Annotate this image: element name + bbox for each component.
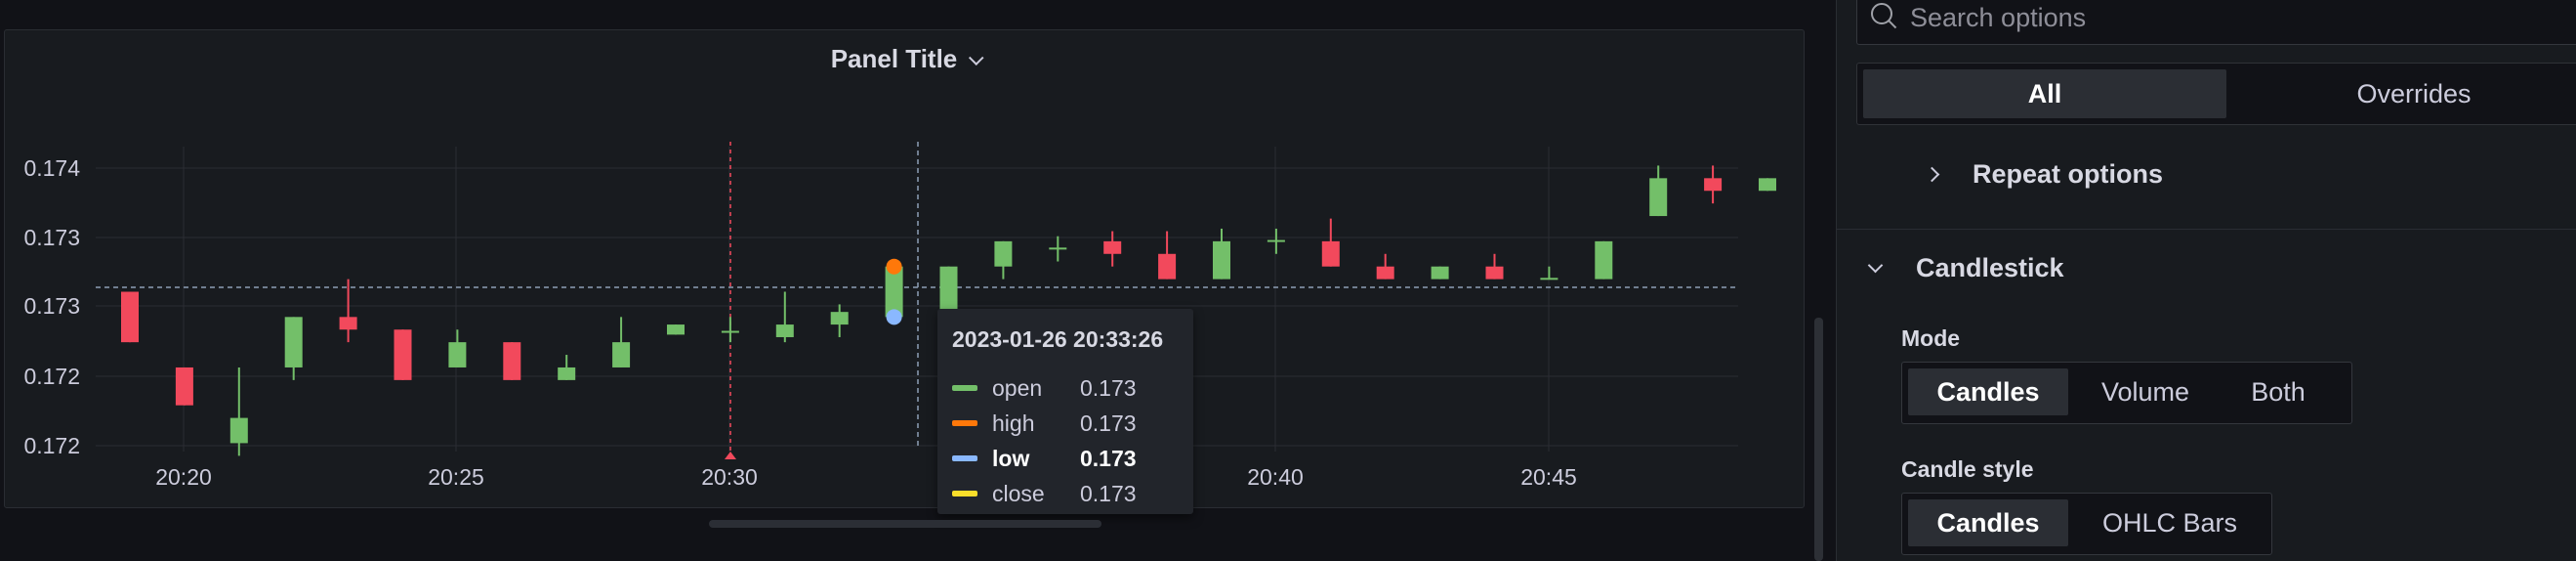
candle-up bbox=[830, 312, 849, 325]
x-tick-label: 20:25 bbox=[428, 464, 484, 490]
candle-down bbox=[175, 367, 193, 406]
candle-style-option-ohlc[interactable]: OHLC Bars bbox=[2101, 507, 2238, 538]
candle-up bbox=[558, 367, 576, 380]
annotation-marker bbox=[725, 452, 736, 459]
candle-down bbox=[394, 329, 412, 380]
low-point-marker bbox=[886, 309, 902, 325]
horizontal-scrollbar[interactable] bbox=[709, 520, 1101, 528]
panel-title-text: Panel Title bbox=[830, 44, 958, 73]
candle-up bbox=[939, 266, 958, 318]
tooltip-value: 0.173 bbox=[1080, 480, 1137, 506]
chevron-right-icon bbox=[1924, 166, 1940, 182]
search-icon bbox=[1871, 3, 1892, 24]
chart-panel: Panel Title bbox=[4, 29, 1805, 508]
high-point-marker bbox=[886, 258, 902, 275]
candle-up bbox=[1213, 240, 1230, 280]
tooltip-value: 0.173 bbox=[1080, 374, 1137, 401]
search-input[interactable] bbox=[1908, 0, 2576, 38]
options-tabs: All Overrides bbox=[1856, 63, 2576, 125]
high-swatch bbox=[952, 420, 977, 426]
tooltip-label: close bbox=[992, 480, 1045, 506]
x-tick-label: 20:45 bbox=[1520, 464, 1577, 490]
tooltip-row-high: high 0.173 bbox=[952, 409, 1137, 438]
close-swatch bbox=[952, 491, 977, 496]
candle-up bbox=[1540, 278, 1558, 280]
low-swatch bbox=[952, 455, 977, 461]
candle-up bbox=[612, 342, 631, 367]
tooltip-label: open bbox=[992, 374, 1043, 401]
tooltip-time: 2023-01-26 20:33:26 bbox=[952, 326, 1164, 352]
options-pane: All Overrides Repeat options Candlestick… bbox=[1836, 0, 2576, 561]
candle-down bbox=[1103, 240, 1122, 254]
candle-up bbox=[721, 330, 739, 333]
candle-down bbox=[1704, 178, 1723, 192]
repeat-options-title: Repeat options bbox=[1973, 158, 2164, 189]
candle-up bbox=[1649, 178, 1668, 217]
mode-option-candles[interactable]: Candles bbox=[1908, 368, 2068, 415]
candle-up bbox=[1267, 239, 1285, 242]
tooltip-row-close: close 0.173 bbox=[952, 479, 1137, 508]
x-tick-label: 20:40 bbox=[1247, 464, 1304, 490]
candlestick-chart[interactable]: 0.174 0.173 0.173 0.172 0.172 20:20 20:25 20:30… bbox=[0, 0, 1816, 547]
candlestick-title: Candlestick bbox=[1916, 252, 2064, 282]
candle-up bbox=[284, 317, 303, 367]
candle-hovered bbox=[885, 266, 903, 318]
candle-up bbox=[775, 324, 794, 337]
candle-up bbox=[1431, 266, 1449, 280]
candle-up bbox=[229, 417, 248, 444]
candle-style-radio-group: Candles OHLC Bars bbox=[1901, 493, 2272, 555]
candle-down bbox=[1485, 266, 1504, 280]
candle-down bbox=[1376, 266, 1394, 280]
search-options-box[interactable] bbox=[1856, 0, 2576, 45]
candle-down bbox=[503, 342, 521, 380]
repeat-options-header[interactable]: Repeat options bbox=[1924, 156, 2164, 192]
candle-down bbox=[339, 317, 357, 330]
candle-down bbox=[1321, 240, 1340, 267]
tooltip-label: low bbox=[992, 445, 1030, 471]
y-tick-label: 0.173 bbox=[23, 225, 80, 250]
candle-up bbox=[1595, 240, 1613, 280]
tooltip-value: 0.173 bbox=[1080, 410, 1137, 436]
candlestick-header[interactable]: Candlestick bbox=[1867, 250, 2064, 285]
candle-up bbox=[448, 342, 467, 367]
x-tick-label: 20:30 bbox=[701, 464, 758, 490]
pane-resize-handle[interactable] bbox=[1814, 318, 1823, 561]
candle-style-label: Candle style bbox=[1901, 456, 2034, 482]
tooltip-value: 0.173 bbox=[1080, 445, 1137, 471]
mode-option-both[interactable]: Both bbox=[2251, 376, 2306, 407]
candle-up bbox=[1759, 178, 1776, 192]
mode-radio-group: Candles Volume Both bbox=[1901, 362, 2352, 424]
y-tick-label: 0.174 bbox=[23, 155, 80, 181]
section-divider bbox=[1837, 229, 2576, 230]
candle-down bbox=[1158, 253, 1177, 280]
tooltip-label: high bbox=[992, 410, 1035, 436]
y-tick-label: 0.173 bbox=[23, 293, 80, 319]
tooltip: 2023-01-26 20:33:26 open 0.173 high 0.17… bbox=[937, 309, 1193, 514]
x-tick-label: 20:20 bbox=[155, 464, 212, 490]
tab-all[interactable]: All bbox=[1863, 69, 2226, 118]
tooltip-row-open: open 0.173 bbox=[952, 373, 1137, 403]
candle-up bbox=[1049, 247, 1067, 250]
mode-option-volume[interactable]: Volume bbox=[2100, 376, 2190, 407]
y-tick-label: 0.172 bbox=[23, 433, 80, 458]
candle-down bbox=[121, 291, 139, 343]
mode-label: Mode bbox=[1901, 325, 1961, 351]
panel-title[interactable]: Panel Title bbox=[5, 44, 1804, 74]
chevron-down-icon bbox=[1867, 257, 1884, 273]
y-tick-label: 0.172 bbox=[23, 364, 80, 389]
open-swatch bbox=[952, 385, 977, 391]
candle-up bbox=[667, 324, 685, 335]
tab-overrides[interactable]: Overrides bbox=[2356, 78, 2472, 108]
tooltip-row-low: low 0.173 bbox=[952, 444, 1137, 473]
candle-up bbox=[994, 240, 1013, 267]
candle-style-option-candles[interactable]: Candles bbox=[1908, 499, 2068, 546]
